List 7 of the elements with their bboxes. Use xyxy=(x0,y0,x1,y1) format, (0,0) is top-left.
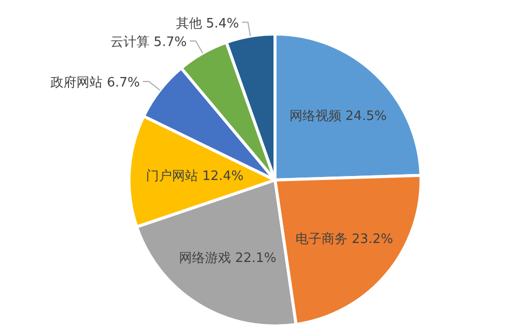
slice-label: 云计算 5.7% xyxy=(110,35,187,50)
slice-label: 电子商务 23.2% xyxy=(296,232,394,248)
slice-label: 政府网站 6.7% xyxy=(50,74,140,91)
slice-label: 其他 5.4% xyxy=(176,16,239,32)
slice-label: 门户网站 12.4% xyxy=(146,168,244,184)
slice-label: 网络游戏 22.1% xyxy=(178,251,276,266)
slice-label: 网络视频 24.5% xyxy=(289,108,387,124)
